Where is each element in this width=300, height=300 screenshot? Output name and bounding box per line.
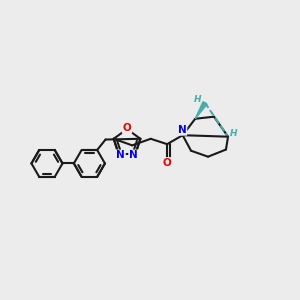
Text: N: N (178, 125, 186, 135)
Polygon shape (195, 102, 207, 119)
Text: H: H (230, 129, 238, 138)
Text: O: O (163, 158, 172, 168)
Text: O: O (123, 123, 131, 133)
Text: N: N (129, 150, 138, 161)
Text: H: H (194, 95, 201, 104)
Text: N: N (116, 150, 125, 161)
